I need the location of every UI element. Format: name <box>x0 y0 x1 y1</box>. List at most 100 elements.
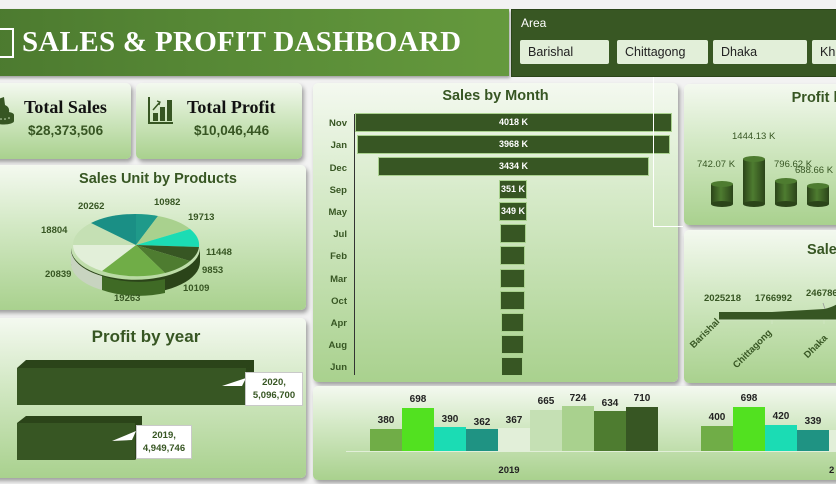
bar[interactable] <box>733 407 765 451</box>
month-bar-nov[interactable]: 4018 K <box>355 113 672 132</box>
pie-label: 18804 <box>41 225 68 236</box>
pie-label: 20262 <box>78 201 105 212</box>
bar[interactable] <box>797 430 829 451</box>
area-chart-graphic <box>718 302 836 324</box>
data-label: 1766992 <box>755 293 792 304</box>
callout-year: 2019, <box>152 430 176 441</box>
sales-unit-by-products-chart[interactable]: Sales Unit by Products 10982 19713 11448… <box>0 165 306 310</box>
pie-label: 19263 <box>114 293 141 304</box>
month-label: Oct <box>331 296 347 307</box>
month-bar-jul[interactable] <box>500 224 526 243</box>
chart-title: Sales Unit by Products <box>79 171 237 187</box>
bar[interactable] <box>466 429 498 451</box>
month-bar-oct[interactable] <box>500 291 525 310</box>
chart-title: Profit by year <box>91 327 201 346</box>
month-label: Mar <box>330 274 347 285</box>
month-label: Feb <box>330 251 347 262</box>
y-axis-line <box>354 114 355 375</box>
month-label: Jan <box>330 140 347 151</box>
chart-title: Sales <box>807 242 836 258</box>
month-label: Nov <box>329 118 347 129</box>
chart-title: Sales by Month <box>442 88 549 104</box>
pie-label: 11448 <box>206 247 232 258</box>
month-label: Dec <box>329 163 347 174</box>
slicer-option-dhaka[interactable]: Dhaka <box>713 40 807 64</box>
month-bar-mar[interactable] <box>500 269 525 288</box>
bar[interactable] <box>829 430 836 451</box>
bar-label: 390 <box>441 414 459 425</box>
bar[interactable] <box>498 428 530 451</box>
callout-value: 4,949,746 <box>142 443 186 454</box>
data-label: 742.07 K <box>697 159 736 170</box>
slicer-option-barishal[interactable]: Barishal <box>520 40 609 64</box>
month-bar-apr[interactable] <box>501 313 524 332</box>
page-title: SALES & PROFIT DASHBOARD <box>22 26 462 58</box>
data-label: 796.62 K <box>774 159 813 170</box>
bar[interactable] <box>765 425 797 451</box>
pie-label: 10109 <box>183 283 210 294</box>
pie-label: 9853 <box>202 265 224 276</box>
month-label: May <box>328 207 347 218</box>
units-by-year-chart[interactable]: 380 698 390 362 367 665 724 634 710 2019… <box>313 386 836 480</box>
bar-label: 420 <box>772 411 790 422</box>
bar-chart-growth-icon <box>148 97 173 124</box>
bar[interactable] <box>530 410 562 451</box>
data-label: 2025218 <box>704 293 741 304</box>
selection-guide <box>653 77 654 227</box>
slicer-label: Area <box>521 16 547 30</box>
pie-label: 10982 <box>154 197 181 208</box>
bar[interactable] <box>594 411 626 451</box>
bar[interactable] <box>701 426 733 451</box>
bar-label: 362 <box>473 417 491 428</box>
data-label: 1444.13 K <box>732 131 776 142</box>
pie-label: 19713 <box>188 212 215 223</box>
slicer-option-chittagong[interactable]: Chittagong <box>617 40 708 64</box>
data-label: 688.66 K <box>795 165 834 176</box>
kpi-total-profit-value: $10,046,446 <box>194 123 270 138</box>
kpi-total-profit-card: Total Profit $10,046,446 <box>136 83 302 159</box>
kpi-total-sales-card: Total Sales $28,373,506 <box>0 83 131 159</box>
kpi-total-sales-value: $28,373,506 <box>28 123 104 138</box>
area-slicer: Area Barishal Chittagong Dhaka Kh <box>511 9 836 77</box>
pie-label: 20839 <box>45 269 72 280</box>
month-bar-jan[interactable]: 3968 K <box>357 135 670 154</box>
data-callout-2019: 2019, 4,949,746 <box>136 425 192 459</box>
sales-by-area-chart[interactable]: Sales 2025218 1766992 246786 Barishal Ch… <box>684 230 836 383</box>
chart-title: Profit b <box>791 90 836 106</box>
sales-by-month-chart[interactable]: Sales by Month Nov Jan Dec Sep May Jul F… <box>313 83 678 382</box>
bar-label: 698 <box>409 394 427 405</box>
month-label: Jun <box>330 362 347 373</box>
bar[interactable] <box>402 408 434 451</box>
bar[interactable] <box>370 429 402 451</box>
data-label: 246786 <box>806 288 836 299</box>
bar[interactable] <box>562 406 594 451</box>
month-bar-jun[interactable] <box>501 357 523 376</box>
month-bar-aug[interactable] <box>501 335 524 354</box>
selection-guide <box>653 226 683 227</box>
bar-label: 339 <box>804 416 822 427</box>
bar[interactable] <box>434 427 466 451</box>
bar-label: 665 <box>537 396 555 407</box>
month-bar-dec[interactable]: 3434 K <box>378 157 649 176</box>
money-bag-coins-icon <box>0 97 14 125</box>
month-bar-sep[interactable]: 351 K <box>499 180 527 199</box>
profit-by-year-chart[interactable]: Profit by year 2020, 5,096,700 2019, 4,9… <box>0 318 306 478</box>
month-bar-feb[interactable] <box>500 246 525 265</box>
month-bar-may[interactable]: 349 K <box>499 202 527 221</box>
bar-label: 634 <box>601 398 619 409</box>
slicer-option-khulna[interactable]: Kh <box>812 40 836 64</box>
bar-chart-graphic <box>17 360 254 460</box>
bar[interactable] <box>626 407 658 451</box>
kpi-total-sales-label: Total Sales <box>24 97 107 117</box>
top-strip <box>0 0 836 9</box>
profit-by-area-chart[interactable]: Profit b 742.07 K 1444.13 K 796.62 K 688… <box>684 84 836 225</box>
month-label: Sep <box>329 185 347 196</box>
x-axis-line <box>346 451 836 452</box>
axis-label-2020: 2 <box>829 465 835 476</box>
cylinder-chart-graphic <box>711 156 829 207</box>
month-label: Apr <box>330 318 347 329</box>
bar-label: 724 <box>569 393 587 404</box>
axis-label-2019: 2019 <box>498 465 520 476</box>
pie-chart-graphic <box>70 213 200 296</box>
